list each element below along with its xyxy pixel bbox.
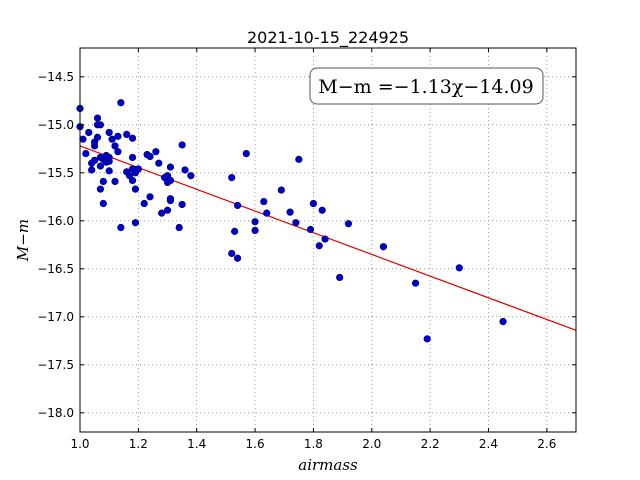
data-point [306,225,315,234]
data-point [423,335,431,343]
fit-equation-text: M−m =−1.13χ−14.09 [318,76,533,98]
data-point [242,150,250,158]
data-point [96,121,105,129]
data-point [146,193,154,201]
y-tick-label: −17.0 [37,310,74,324]
data-point [140,199,148,208]
data-point [96,162,105,170]
data-point [123,130,131,138]
data-point [79,135,87,143]
data-point [155,159,163,167]
data-point [146,152,154,161]
data-point [82,150,90,158]
data-point [105,128,113,137]
data-points [76,99,507,343]
axis-ticks: 1.0 1.2 1.4 1.6 1.8 2.0 2.2 2.4 2.6 −14.5 −15.0 −15… [37,48,576,451]
y-tick-label: −17.5 [37,358,74,372]
y-axis-label: M−m [14,219,32,262]
data-point [178,141,186,149]
data-point [114,148,122,156]
data-point [134,165,142,173]
data-point [158,209,166,217]
data-point [117,223,125,232]
data-point [105,167,113,175]
data-point [411,279,420,287]
data-point [93,133,102,141]
data-point [277,186,285,194]
y-tick-label: −16.5 [37,262,74,276]
data-point [166,176,175,185]
data-point [90,156,99,164]
y-tick-label: −14.5 [37,70,74,84]
data-point [292,219,300,227]
grid [79,48,576,432]
x-tick-label: 1.0 [70,437,89,451]
data-point [251,226,259,234]
data-point [318,206,326,214]
data-point [88,166,96,174]
x-tick-label: 1.8 [304,437,323,451]
y-tick-label: −15.5 [37,166,74,180]
data-point [233,201,242,210]
data-point [315,242,323,250]
data-point [336,273,344,282]
data-point [286,208,294,216]
data-point [131,185,140,193]
data-point [379,243,388,251]
data-point [114,132,122,140]
data-point [111,142,119,150]
data-point [321,235,329,243]
chart-title: 2021-10-15_224925 [247,28,409,48]
x-tick-label: 1.6 [246,437,265,451]
x-axis-label: airmass [298,456,358,474]
data-point [231,227,239,235]
x-tick-label: 1.4 [187,437,206,451]
data-point [117,99,125,107]
data-point [251,218,259,226]
data-point [260,198,268,206]
data-point [111,177,119,186]
data-point [455,264,463,272]
data-point [175,223,183,232]
data-point [131,219,140,227]
data-point [295,155,303,163]
data-point [187,172,195,180]
x-tick-label: 2.4 [479,437,498,451]
data-point [93,114,102,122]
data-point [105,153,113,162]
data-point [228,249,236,258]
x-tick-label: 2.0 [362,437,381,451]
x-tick-label: 1.2 [129,437,148,451]
x-tick-label: 2.6 [537,437,556,451]
y-tick-label: −15.0 [37,118,74,132]
data-point [128,134,137,142]
data-point [152,148,160,156]
fit-equation-box: M−m =−1.13χ−14.09 [309,67,544,105]
fit-equation-frame [309,67,544,105]
y-tick-label: −18.0 [37,406,74,420]
plot-frame [79,47,577,433]
y-tick-label: −16.0 [37,214,74,228]
data-point [178,200,186,209]
data-point [228,174,236,182]
data-point [99,177,107,186]
data-point [263,209,271,217]
data-point [166,163,175,171]
data-point [85,128,93,137]
data-point [163,206,172,214]
data-point [108,135,116,143]
data-point [181,166,189,174]
data-point [344,220,353,228]
data-point [166,195,175,203]
data-point [99,199,107,208]
x-tick-label: 2.2 [421,437,440,451]
data-point [309,199,318,208]
data-point [96,185,105,193]
data-point [128,176,137,185]
data-point [128,153,137,162]
data-point [499,318,507,326]
data-point [233,254,242,262]
